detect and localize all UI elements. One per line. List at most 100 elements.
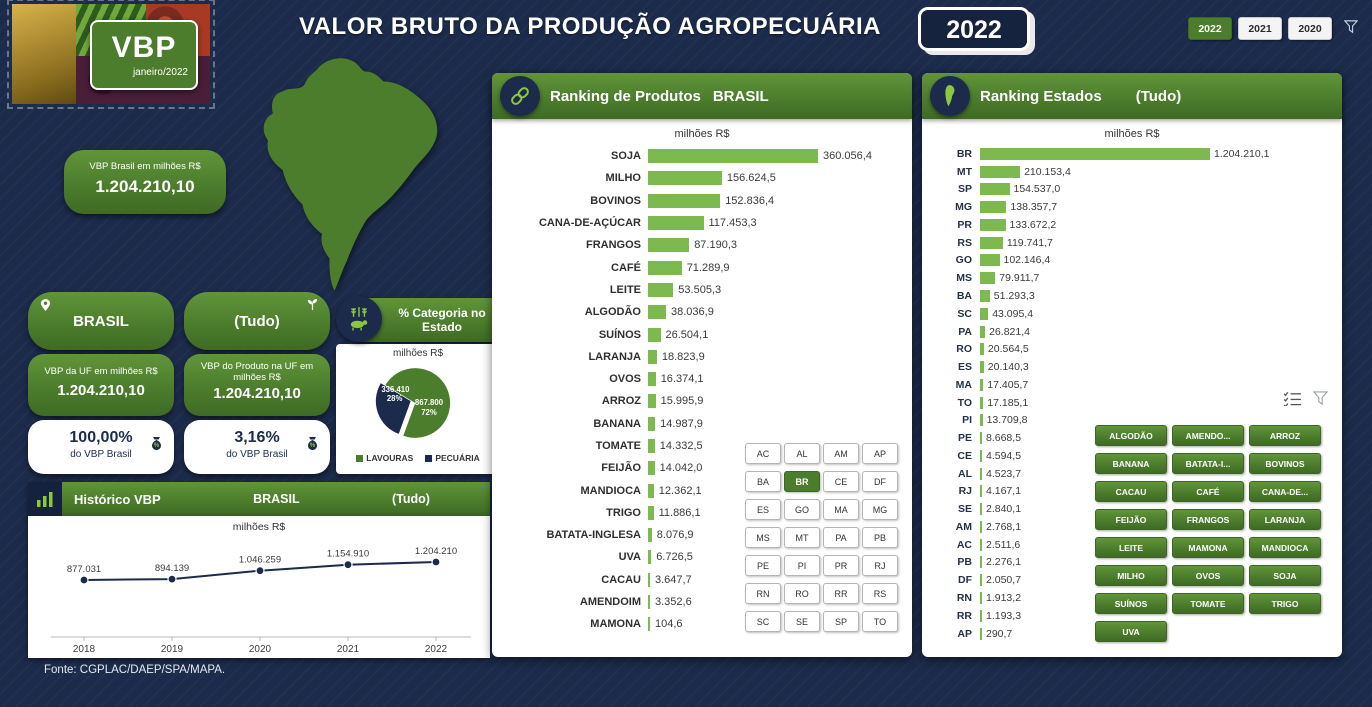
state-bar-row[interactable]: PB 2.276,1 <box>922 554 1342 572</box>
state-bar[interactable] <box>980 165 1021 178</box>
state-bar[interactable] <box>980 574 982 587</box>
product-bar[interactable] <box>648 260 682 275</box>
state-bar-row[interactable]: BR 1.204.210,1 <box>922 145 1342 163</box>
state-bar[interactable] <box>980 627 982 640</box>
product-bar-row[interactable]: AMENDOIM 3.352,6 <box>492 591 912 613</box>
state-bar[interactable] <box>980 290 990 302</box>
state-filter-ba[interactable]: BA <box>745 471 781 492</box>
year-filter-2020[interactable]: 2020 <box>1288 17 1332 40</box>
state-bar[interactable] <box>980 467 982 480</box>
product-filter-button[interactable]: BOVINOS <box>1249 453 1321 474</box>
state-filter-sp[interactable]: SP <box>823 611 859 632</box>
state-bar-row[interactable]: PR 133.672,2 <box>922 216 1342 234</box>
uf-slicer-button[interactable]: BRASIL <box>28 292 174 350</box>
product-filter-button[interactable]: MILHO <box>1095 565 1167 586</box>
product-filter-button[interactable]: BATATA-I... <box>1172 453 1244 474</box>
product-filter-button[interactable]: ALGODÃO <box>1095 425 1167 446</box>
state-bar-row[interactable]: MG 138.357,7 <box>922 198 1342 216</box>
product-bar[interactable] <box>648 216 704 231</box>
state-filter-pr[interactable]: PR <box>823 555 859 576</box>
state-filter-rj[interactable]: RJ <box>862 555 898 576</box>
state-bar[interactable] <box>980 503 982 516</box>
state-bar-row[interactable]: PA 26.821,4 <box>922 323 1342 341</box>
state-bar-row[interactable]: SE 2.840,1 <box>922 500 1342 518</box>
product-bar-row[interactable]: CAFÉ 71.289,9 <box>492 256 912 278</box>
state-filter-ms[interactable]: MS <box>745 527 781 548</box>
state-bar[interactable] <box>980 378 984 391</box>
state-bar-row[interactable]: ES 20.140,3 <box>922 358 1342 376</box>
product-bar[interactable] <box>648 149 818 164</box>
product-bar-row[interactable]: LARANJA 18.823,9 <box>492 346 912 368</box>
product-bar-row[interactable]: FRANGOS 87.190,3 <box>492 234 912 256</box>
state-filter-ac[interactable]: AC <box>745 443 781 464</box>
product-bar-row[interactable]: UVA 6.726,5 <box>492 546 912 568</box>
product-bar[interactable] <box>648 305 666 320</box>
state-bar-row[interactable]: CE 4.594,5 <box>922 447 1342 465</box>
state-bar-row[interactable]: TO 17.185,1 <box>922 394 1342 412</box>
state-filter-ro[interactable]: RO <box>784 583 820 604</box>
state-bar-row[interactable]: RS 119.741,7 <box>922 234 1342 252</box>
state-bar[interactable] <box>980 325 986 338</box>
clear-filter-icon[interactable] <box>1312 391 1329 411</box>
state-bar-row[interactable]: SC 43.095,4 <box>922 305 1342 323</box>
produto-slicer-button[interactable]: (Tudo) <box>184 292 330 350</box>
state-bar[interactable] <box>980 449 982 462</box>
state-bar[interactable] <box>980 272 996 285</box>
product-bar[interactable] <box>648 416 656 431</box>
product-bar[interactable] <box>648 505 654 520</box>
state-bar[interactable] <box>980 485 982 498</box>
product-filter-button[interactable]: BANANA <box>1095 453 1167 474</box>
state-bar[interactable] <box>980 556 982 569</box>
state-filter-ma[interactable]: MA <box>823 499 859 520</box>
product-filter-button[interactable]: TOMATE <box>1172 593 1244 614</box>
state-bar-row[interactable]: PI 13.709,8 <box>922 411 1342 429</box>
product-bar[interactable] <box>648 572 650 587</box>
state-filter-to[interactable]: TO <box>862 611 898 632</box>
product-bar-row[interactable]: MANDIOCA 12.362,1 <box>492 479 912 501</box>
product-filter-button[interactable]: FEIJÃO <box>1095 509 1167 530</box>
state-filter-pe[interactable]: PE <box>745 555 781 576</box>
state-bar-row[interactable]: AM 2.768,1 <box>922 518 1342 536</box>
product-bar-row[interactable]: MILHO 156.624,5 <box>492 167 912 189</box>
product-bar[interactable] <box>648 282 674 297</box>
product-bar-row[interactable]: ARROZ 15.995,9 <box>492 390 912 412</box>
product-bar[interactable] <box>648 372 656 387</box>
product-bar-row[interactable]: SOJA 360.056,4 <box>492 145 912 167</box>
product-bar[interactable] <box>648 394 656 409</box>
state-bar[interactable] <box>980 343 984 356</box>
state-bar[interactable] <box>980 254 1000 267</box>
product-bar[interactable] <box>648 171 722 186</box>
product-bar-row[interactable]: CACAU 3.647,7 <box>492 569 912 591</box>
product-filter-button[interactable]: FRANGOS <box>1172 509 1244 530</box>
state-bar[interactable] <box>980 236 1003 249</box>
product-bar[interactable] <box>648 595 650 610</box>
state-filter-rs[interactable]: RS <box>862 583 898 604</box>
product-filter-button[interactable]: ARROZ <box>1249 425 1321 446</box>
state-bar[interactable] <box>980 520 982 533</box>
product-bar-row[interactable]: LEITE 53.505,3 <box>492 279 912 301</box>
product-bar[interactable] <box>648 327 661 342</box>
state-bar[interactable] <box>980 414 983 427</box>
state-bar[interactable] <box>980 396 984 409</box>
state-bar-row[interactable]: RO 20.564,5 <box>922 340 1342 358</box>
state-filter-ap[interactable]: AP <box>862 443 898 464</box>
product-filter-button[interactable]: OVOS <box>1172 565 1244 586</box>
product-bar[interactable] <box>648 617 650 632</box>
state-filter-ce[interactable]: CE <box>823 471 859 492</box>
state-bar[interactable] <box>980 147 1210 160</box>
state-bar-row[interactable]: SP 154.537,0 <box>922 181 1342 199</box>
product-bar-row[interactable]: BANANA 14.987,9 <box>492 413 912 435</box>
product-bar-row[interactable]: TOMATE 14.332,5 <box>492 435 912 457</box>
state-bar-row[interactable]: MT 210.153,4 <box>922 163 1342 181</box>
state-filter-pb[interactable]: PB <box>862 527 898 548</box>
product-bar-row[interactable]: SUÍNOS 26.504,1 <box>492 323 912 345</box>
state-filter-am[interactable]: AM <box>823 443 859 464</box>
state-bar[interactable] <box>980 592 982 605</box>
historico-line-chart[interactable]: 877.031 2018 894.139 2019 1.046.259 2020 1.154… <box>29 533 489 655</box>
state-filter-pa[interactable]: PA <box>823 527 859 548</box>
product-filter-button[interactable]: SOJA <box>1249 565 1321 586</box>
state-filter-es[interactable]: ES <box>745 499 781 520</box>
product-filter-button[interactable]: CAFÉ <box>1172 481 1244 502</box>
state-bar[interactable] <box>980 218 1006 231</box>
product-bar[interactable] <box>648 193 721 208</box>
